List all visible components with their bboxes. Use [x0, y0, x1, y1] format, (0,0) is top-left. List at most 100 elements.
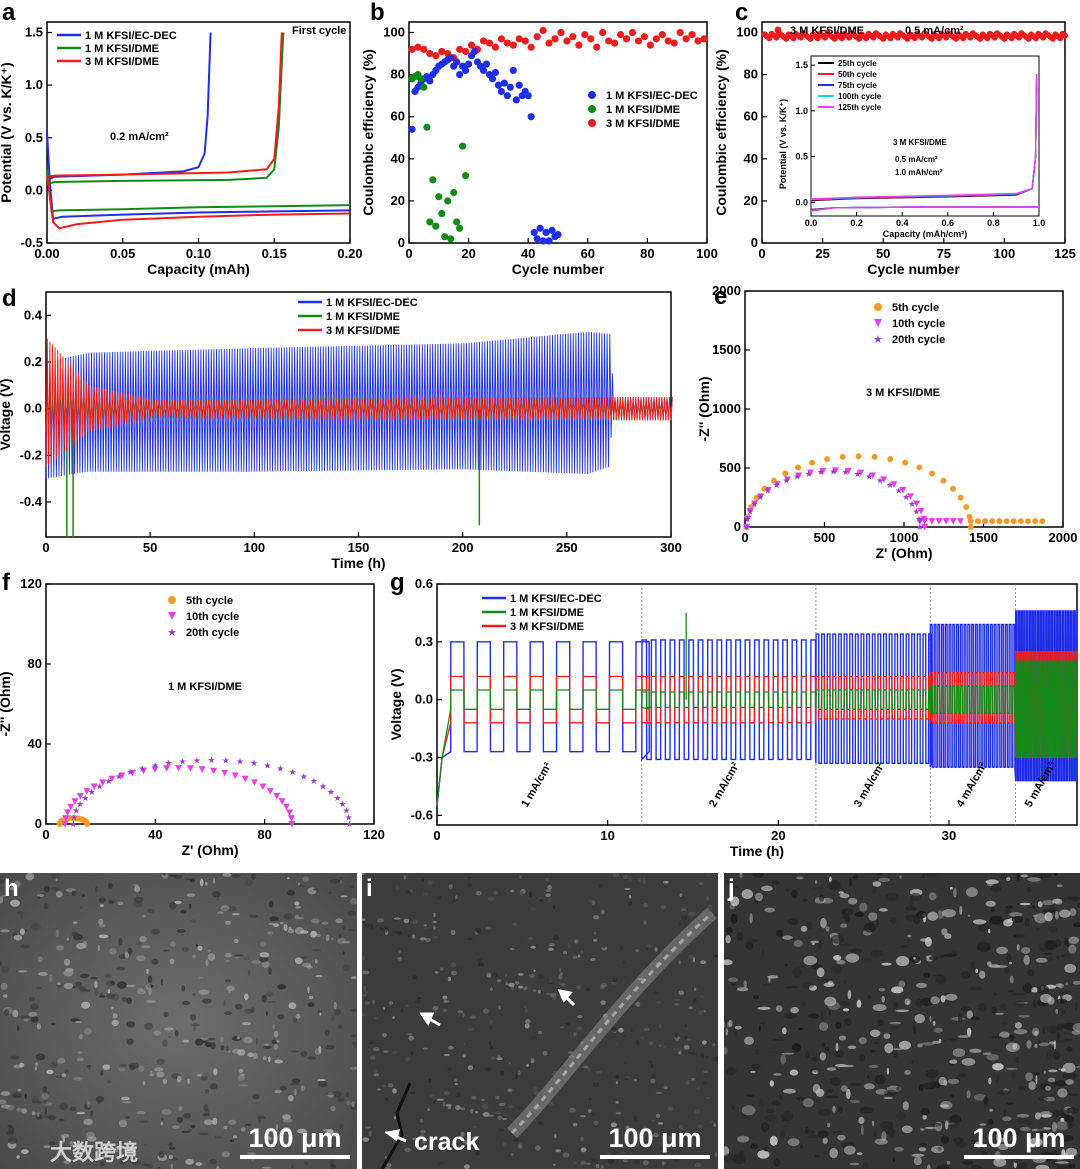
legend-marker	[168, 596, 176, 604]
sem-grain	[231, 873, 241, 878]
sem-grain	[246, 1152, 256, 1156]
sem-grain	[917, 1043, 923, 1048]
y-tick-label: 0.2	[24, 354, 42, 369]
sem-grain	[957, 1035, 971, 1038]
sem-grain	[176, 1116, 184, 1124]
sem-grain	[82, 941, 88, 949]
sem-grain	[125, 1116, 130, 1119]
sem-grain	[475, 1111, 479, 1114]
sem-grain	[517, 1106, 524, 1109]
sem-grain	[714, 1151, 718, 1158]
sem-grain	[490, 1026, 493, 1029]
sem-grain	[859, 1106, 874, 1114]
sem-grain	[771, 1100, 781, 1106]
y-tick-label: 0.3	[415, 634, 433, 649]
sem-grain	[239, 1073, 246, 1076]
data-point	[1008, 35, 1015, 42]
sem-grain	[831, 1130, 843, 1134]
sem-grain	[193, 1025, 196, 1032]
y-tick-label: 20	[391, 193, 405, 208]
sem-grain	[492, 972, 499, 978]
sem-grain	[532, 989, 537, 992]
sem-grain	[393, 917, 401, 920]
sem-grain	[988, 1077, 992, 1085]
sem-grain	[326, 1092, 335, 1095]
sem-grain	[1075, 1065, 1080, 1069]
sem-grain	[558, 974, 563, 980]
sem-grain	[576, 985, 582, 990]
sem-grain	[902, 1101, 909, 1111]
data-point	[118, 772, 126, 780]
sem-grain	[946, 1164, 949, 1169]
y-tick-label: 60	[744, 109, 758, 124]
sem-grain	[548, 947, 554, 951]
data-point	[467, 41, 476, 49]
sem-image-h: h 大数跨境 100 μm	[0, 873, 357, 1169]
sem-grain	[16, 1155, 20, 1159]
sem-grain	[1065, 982, 1068, 986]
sem-grain	[199, 878, 204, 887]
sem-grain	[668, 1106, 674, 1111]
sem-grain	[1062, 897, 1067, 902]
sem-grain	[969, 986, 983, 991]
data-point	[1049, 35, 1056, 42]
y-tick-label: 40	[744, 151, 758, 166]
sem-grain	[1008, 961, 1013, 965]
sem-grain	[98, 934, 109, 939]
sem-grain	[34, 1066, 37, 1071]
sem-grain	[782, 935, 793, 940]
rate-label: 3 mA/cm²	[852, 760, 887, 809]
sem-grain	[907, 938, 911, 943]
sem-grain	[448, 884, 453, 889]
sem-grain	[433, 1100, 437, 1104]
data-point	[831, 35, 838, 42]
sem-grain	[282, 1118, 293, 1123]
sem-grain	[530, 945, 536, 949]
sem-grain	[146, 968, 149, 975]
sem-grain	[593, 938, 598, 942]
sem-grain	[59, 1103, 68, 1110]
sem-grain	[1034, 1043, 1038, 1048]
sem-grain	[283, 923, 288, 932]
sem-grain	[802, 898, 808, 902]
sem-grain	[98, 918, 104, 925]
inset-annotation: 0.5 mA/cm²	[895, 155, 938, 164]
data-point	[426, 77, 434, 85]
sem-grain	[711, 1043, 716, 1047]
sem-grain	[434, 970, 439, 974]
y-tick-label: 1.5	[25, 25, 43, 40]
y-axis-label: Voltage (V)	[388, 668, 404, 740]
sem-grain	[363, 985, 366, 991]
sem-grain	[849, 1082, 862, 1086]
sem-grain	[892, 1051, 898, 1058]
data-point	[870, 34, 877, 41]
sem-grain	[580, 950, 584, 954]
sem-grain	[161, 1108, 172, 1116]
sem-grain	[387, 1083, 394, 1088]
sem-image-i: i crack 100 μm	[362, 873, 718, 1169]
sem-grain	[734, 885, 739, 888]
data-point: ★	[138, 764, 146, 774]
watermark: 大数跨境	[50, 1140, 139, 1165]
sem-grain	[1043, 940, 1056, 950]
sem-grain	[395, 885, 400, 890]
legend-entry: 1 M KFSI/DME	[606, 104, 680, 116]
legend-bg	[488, 590, 638, 634]
data-point	[273, 793, 281, 800]
sem-grain	[354, 1045, 357, 1048]
sem-grain	[970, 1164, 982, 1169]
sem-grain	[928, 956, 939, 961]
y-tick-label: 120	[20, 576, 42, 591]
sem-grain	[300, 1051, 308, 1057]
sem-grain	[799, 965, 804, 968]
sem-grain	[342, 940, 351, 944]
sem-grain	[151, 928, 161, 935]
sem-grain	[548, 1101, 554, 1107]
sem-grain	[800, 925, 808, 932]
panel-letter-a: a	[2, 0, 16, 26]
sem-grain	[783, 1013, 797, 1019]
data-point	[819, 467, 827, 475]
sem-grain	[203, 1103, 209, 1112]
sem-grain	[772, 1038, 785, 1042]
sem-grain	[979, 970, 986, 979]
